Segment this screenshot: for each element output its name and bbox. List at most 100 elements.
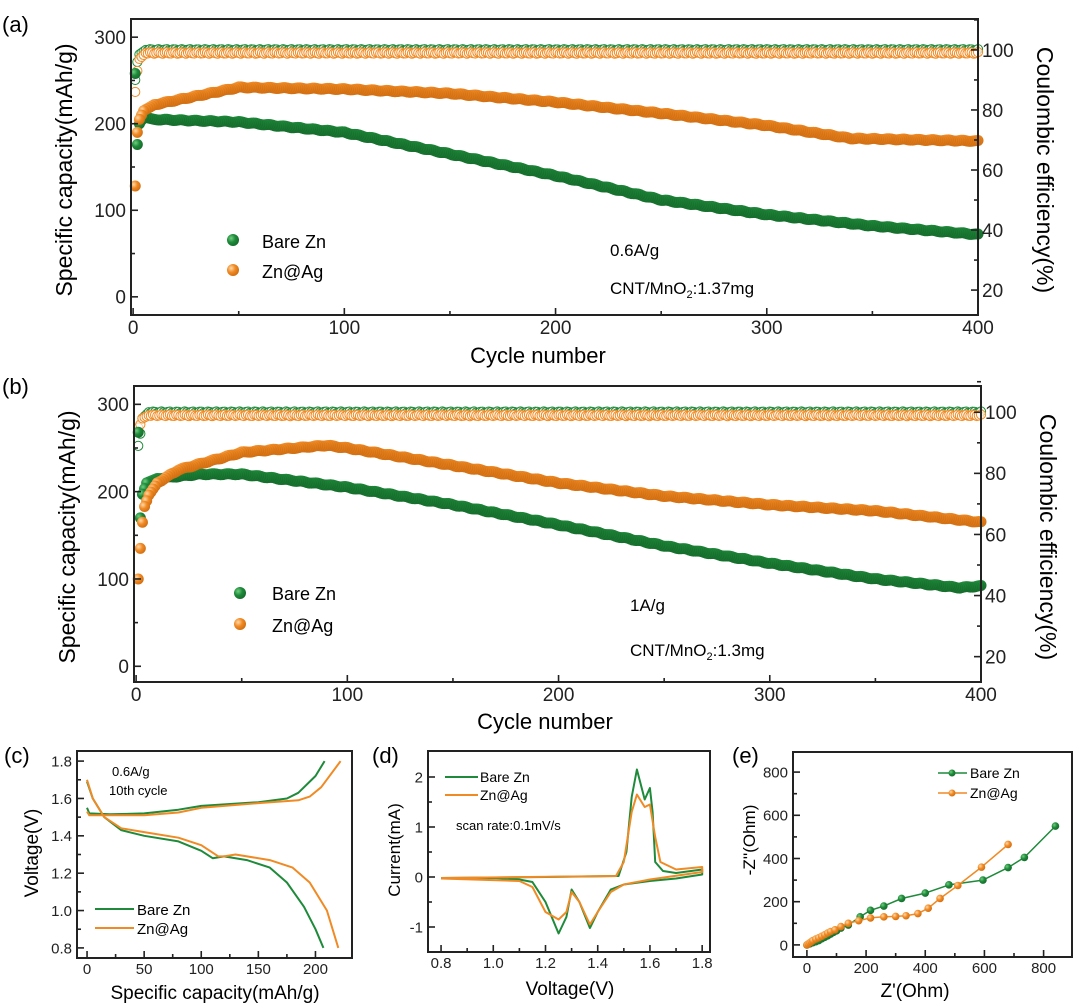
panel-label-d: (d)	[372, 743, 399, 768]
x-tick-label: 0	[83, 961, 91, 978]
data-point	[837, 922, 845, 931]
annotation-rate-c: 0.6A/g	[112, 764, 150, 779]
y2-tick-label: 40	[982, 221, 1003, 242]
y2-tick-label: 60	[985, 525, 1006, 546]
data-point	[844, 919, 853, 928]
y-tick-label: 100	[97, 570, 129, 591]
data-point	[1004, 863, 1012, 872]
panel-b-y2label: Coulombic efficiency(%)	[1035, 414, 1061, 660]
data-point	[936, 894, 944, 903]
x-tick-label: 1.0	[483, 955, 504, 972]
series-line	[441, 793, 704, 926]
x-tick-label: 300	[751, 318, 783, 339]
panel-a-xlabel: Cycle number	[470, 343, 606, 368]
x-tick-label: 400	[962, 318, 994, 339]
y-tick-label: 0	[118, 657, 129, 678]
data-point	[902, 911, 910, 920]
capacity-marker	[131, 138, 143, 150]
y2-tick-label: 40	[985, 586, 1006, 607]
y2-tick-label: 80	[982, 101, 1003, 122]
legend-label-zn-ag: Zn@Ag	[272, 616, 333, 636]
legend-label-bare-zn: Bare Zn	[480, 769, 530, 785]
y2-tick-label: 20	[982, 281, 1003, 302]
panel-a: (a) 0 100 200 300 400 0 100 200 300 20 40 60 80 100 S…	[2, 12, 1058, 368]
legend-marker-bare-zn	[227, 234, 239, 246]
y-tick-label: 300	[97, 395, 129, 416]
panel-b-frame	[133, 385, 982, 683]
x-tick-label: 0	[803, 960, 811, 977]
legend-marker-zn-ag	[948, 789, 956, 797]
data-point	[866, 914, 875, 922]
annotation-mass-a: CNT/MnO2:1.37mg	[610, 279, 754, 301]
capacity-marker	[129, 180, 141, 192]
panel-label-b: (b)	[2, 374, 29, 399]
annotation-cycle-c: 10th cycle	[109, 783, 168, 798]
y-tick-label: 0	[780, 937, 788, 954]
capacity-marker	[129, 68, 141, 80]
data-point	[953, 881, 962, 890]
y-tick-label: 200	[97, 482, 129, 503]
y-tick-label: -1	[410, 919, 423, 936]
y-tick-label: 1.6	[51, 791, 72, 808]
y-tick-label: 0	[415, 869, 423, 886]
x-tick-label: 50	[136, 961, 153, 978]
legend-label-bare-zn: Bare Zn	[262, 232, 326, 252]
x-tick-label: 400	[913, 960, 938, 977]
y-tick-label: 1.2	[51, 866, 72, 883]
panel-a-axes: 0 100 200 300 400 0 100 200 300 20 40 60 80 100	[94, 19, 1014, 339]
x-tick-label: 1.4	[587, 955, 608, 972]
legend-marker-bare-zn	[234, 587, 246, 599]
mass-prefix: CNT/MnO	[610, 279, 687, 298]
y-tick-label: 0	[115, 288, 126, 309]
y-tick-label: 1.4	[51, 828, 72, 845]
x-tick-label: 300	[754, 685, 786, 706]
y2-tick-label: 100	[985, 403, 1017, 424]
panel-d-frame	[427, 750, 711, 953]
data-point	[880, 902, 888, 910]
data-point	[945, 881, 953, 889]
legend-label-zn-ag: Zn@Ag	[262, 262, 323, 282]
legend-label-zn-ag: Zn@Ag	[970, 785, 1018, 801]
panel-b-axes: 0 100 200 300 400 0 100 200 300 20 40 60 80 100	[97, 380, 1017, 706]
y-tick-label: 2	[415, 769, 423, 786]
capacity-marker	[139, 500, 151, 512]
legend-label-bare-zn: Bare Zn	[970, 765, 1020, 781]
y-tick-label: 200	[94, 115, 126, 136]
x-tick-label: 200	[854, 960, 879, 977]
x-tick-label: 800	[1031, 960, 1056, 977]
annotation-mass-b: CNT/MnO2:1.3mg	[630, 641, 765, 663]
panel-a-frame	[130, 18, 979, 316]
panel-e-plot	[803, 822, 1060, 949]
x-tick-label: 0.8	[431, 955, 452, 972]
panel-label-e: (e)	[732, 743, 759, 768]
x-tick-label: 1.8	[692, 955, 713, 972]
panel-d-xlabel: Voltage(V)	[526, 979, 615, 1000]
capacity-marker	[136, 516, 148, 528]
data-point	[1004, 840, 1012, 849]
legend-marker-bare-zn	[948, 769, 956, 777]
x-tick-label: 100	[328, 318, 360, 339]
y-tick-label: 100	[94, 201, 126, 222]
panel-d-ylabel: Current(mA)	[385, 803, 404, 897]
ce-marker	[133, 440, 144, 451]
x-tick-label: 150	[246, 961, 271, 978]
panel-label-c: (c)	[4, 743, 30, 768]
data-point	[897, 894, 906, 903]
panel-c: (c) 0 50 100 150 200 0.8 1.0 1.2 1.4 1.6 1.8 Volta…	[4, 743, 353, 1003]
panel-a-plot	[129, 44, 984, 240]
panel-b: (b) 0 100 200 300 400 0 100 200 300 20 40 60 80 100 S…	[2, 374, 1061, 734]
data-point	[921, 889, 930, 897]
data-point	[1051, 822, 1060, 830]
capacity-marker	[133, 113, 145, 125]
data-point	[1020, 853, 1029, 862]
mass-prefix: CNT/MnO	[630, 641, 707, 660]
annotation-scan-rate: scan rate:0.1mV/s	[456, 818, 561, 833]
x-tick-label: 100	[189, 961, 214, 978]
panel-b-plot	[132, 406, 987, 594]
y-tick-label: 800	[763, 764, 788, 781]
data-point	[924, 904, 933, 912]
y-tick-label: 1	[415, 819, 423, 836]
y-tick-label: 0.8	[51, 940, 72, 957]
y-tick-label: 1.0	[51, 903, 72, 920]
